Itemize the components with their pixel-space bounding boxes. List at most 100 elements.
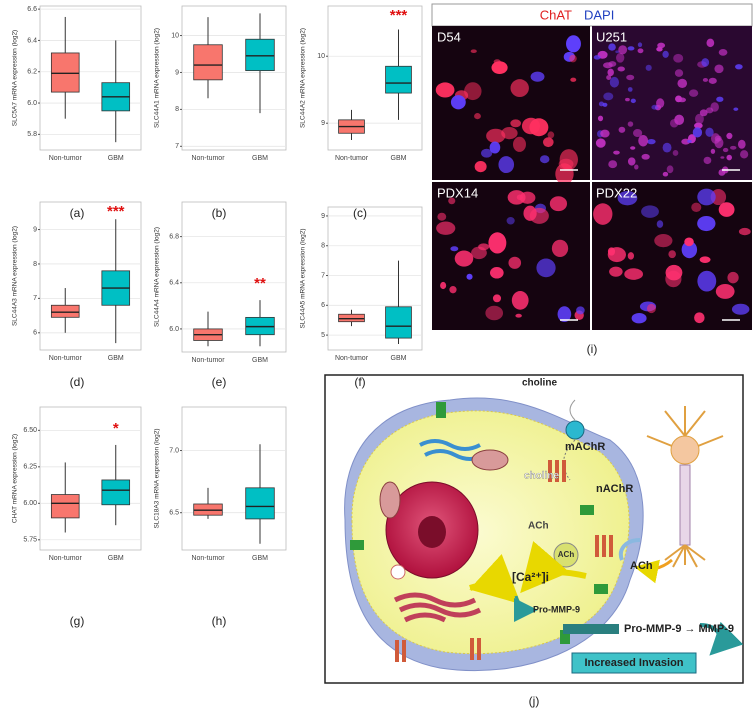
cell-blob	[710, 102, 719, 112]
x-tick-label: Non-tumor	[191, 357, 225, 364]
cell-blob	[730, 145, 737, 150]
cell-blob	[570, 77, 577, 82]
cell-blob	[558, 158, 574, 170]
cell-blob	[516, 194, 523, 201]
y-axis-title: SLC5A7 mRNA expression (log2)	[12, 30, 19, 126]
cell-blob	[627, 157, 636, 166]
y-tick-label: 6.0	[27, 100, 37, 107]
cell-blob	[506, 216, 515, 225]
box	[385, 65, 412, 94]
cell-blob	[630, 146, 636, 150]
y-tick-label: 6.6	[27, 6, 37, 13]
cell-line-label: D54	[437, 29, 461, 44]
cell-blob	[557, 306, 572, 323]
y-tick-label: 8	[33, 261, 37, 268]
cell-blob	[627, 252, 635, 260]
cell-blob	[536, 258, 556, 278]
cell-blob	[454, 250, 474, 267]
panel-label: (j)	[529, 694, 540, 708]
cell-blob	[435, 82, 455, 98]
cell-blob	[722, 147, 729, 153]
cell-blob	[662, 171, 669, 177]
cell-blob	[491, 61, 508, 74]
cell-blob	[618, 45, 628, 55]
cell-blob	[674, 69, 684, 77]
x-tick-label: GBM	[108, 355, 124, 362]
micrographs	[432, 26, 752, 330]
vesicle	[390, 564, 406, 580]
x-tick-label: GBM	[391, 355, 407, 362]
cell-blob	[684, 237, 694, 247]
cell-blob	[609, 266, 623, 277]
cell-blob	[627, 87, 633, 92]
cell-blob	[691, 202, 702, 213]
mitochondrion	[471, 449, 509, 471]
cell-blob	[697, 215, 716, 232]
plot-area	[181, 406, 287, 551]
cell-blob	[641, 153, 650, 160]
cell-blob	[450, 246, 459, 252]
cell-blob	[677, 78, 688, 89]
cell-blob	[645, 64, 652, 71]
arrow-bar	[563, 624, 619, 634]
axon	[679, 464, 691, 546]
stain-label: ChAT	[540, 7, 572, 22]
cell-blob	[672, 150, 679, 156]
diagram-label: Pro-MMP-9	[533, 604, 580, 614]
diagram-label: Increased Invasion	[584, 657, 683, 669]
cell-blob	[501, 127, 518, 140]
cell-blob	[697, 270, 717, 292]
cell-blob	[665, 264, 683, 281]
y-axis-title: SLC44A4 mRNA expression (log2)	[154, 227, 161, 327]
panel-label: (d)	[70, 375, 85, 389]
y-axis-title: SLC18A3 mRNA expression (log2)	[154, 428, 161, 528]
y-tick-label: 9	[175, 69, 179, 76]
panel-label: (i)	[587, 342, 598, 356]
y-axis-title: SLC44A1 mRNA expression (log2)	[154, 28, 161, 128]
cell-blob	[566, 35, 581, 53]
diagram-label: mAChR	[565, 441, 605, 453]
cell-blob	[437, 212, 447, 221]
cell-blob	[637, 42, 643, 48]
y-axis-title: SLC44A5 mRNA expression (log2)	[300, 228, 307, 328]
y-tick-label: 5.8	[27, 131, 37, 138]
x-tick-label: Non-tumor	[49, 155, 83, 162]
cell-blob	[602, 102, 608, 107]
cell-blob	[600, 129, 610, 138]
cell-blob	[718, 202, 735, 217]
cell-blob	[507, 190, 526, 205]
box	[385, 306, 412, 339]
cell-blob	[675, 95, 683, 103]
cell-blob	[617, 190, 638, 206]
y-tick-label: 7	[33, 295, 37, 302]
y-tick-label: 6.50	[23, 427, 37, 434]
cell-blob	[474, 113, 481, 120]
cell-blob	[733, 107, 739, 111]
cell-blob	[510, 79, 529, 98]
cell-blob	[735, 64, 743, 70]
diagram-label: choline	[524, 471, 559, 482]
cell-blob	[593, 203, 613, 225]
cell-blob	[657, 42, 666, 49]
cell-blob	[449, 286, 457, 294]
cell-blob	[699, 256, 711, 263]
cell-blob	[624, 268, 644, 280]
cell-blob	[597, 115, 604, 122]
cell-blob	[715, 283, 735, 299]
arrow	[619, 538, 641, 561]
y-axis-title: SLC44A2 mRNA expression (log2)	[300, 28, 307, 128]
cell-blob	[542, 137, 554, 148]
cell-blob	[731, 303, 750, 315]
y-axis-title: CHAT mRNA expression (log2)	[12, 434, 19, 523]
cell-blob	[498, 156, 515, 174]
cell-blob	[688, 89, 699, 97]
y-tick-label: 6.5	[169, 510, 179, 517]
cell-blob	[608, 160, 618, 169]
y-tick-label: 6.25	[23, 464, 37, 471]
cell-blob	[627, 46, 635, 51]
box	[193, 44, 223, 81]
cell-blob	[625, 97, 630, 102]
arrow	[563, 439, 576, 481]
x-tick-label: GBM	[108, 155, 124, 162]
